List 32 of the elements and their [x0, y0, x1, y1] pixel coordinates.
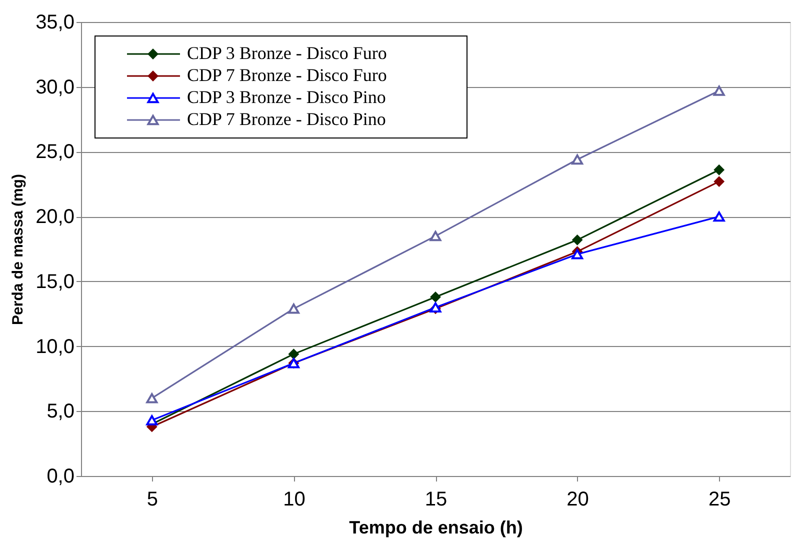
- y-tick-label: 25,0: [36, 141, 74, 164]
- y-tick-label: 0,0: [46, 466, 74, 488]
- point: [288, 348, 299, 360]
- legend-label: CDP 7 Bronze - Disco Furo: [187, 65, 387, 85]
- x-tick-label: 20: [566, 488, 589, 510]
- point: [146, 393, 158, 404]
- x-tick-label: 10: [283, 488, 306, 510]
- x-tick-label: 25: [708, 488, 731, 510]
- y-tick-label: 15,0: [36, 270, 74, 293]
- point: [714, 164, 724, 176]
- x-axis-title: Tempo de ensaio (h): [349, 518, 523, 538]
- point: [288, 304, 300, 314]
- y-tick-label: 20,0: [36, 206, 74, 228]
- point: [714, 176, 724, 187]
- y-axis-title: Perda de massa (mg): [10, 174, 27, 325]
- legend-label: CDP 3 Bronze - Disco Furo: [187, 43, 387, 63]
- point: [572, 154, 584, 165]
- y-tick-label: 5,0: [46, 400, 74, 423]
- y-tick-label: 30,0: [36, 76, 74, 98]
- point: [713, 86, 725, 96]
- point: [572, 249, 584, 260]
- point: [430, 292, 441, 302]
- legend-label: CDP 3 Bronze - Disco Pino: [187, 87, 386, 107]
- point: [572, 234, 583, 246]
- y-tick-label: 10,0: [36, 336, 74, 358]
- x-tick-label: 15: [424, 488, 448, 510]
- point: [713, 211, 725, 222]
- point: [146, 415, 158, 426]
- point: [430, 230, 442, 242]
- legend-label: CDP 7 Bronze - Disco Pino: [187, 109, 386, 129]
- y-tick-label: 35,0: [36, 12, 74, 34]
- x-tick-label: 5: [146, 488, 158, 510]
